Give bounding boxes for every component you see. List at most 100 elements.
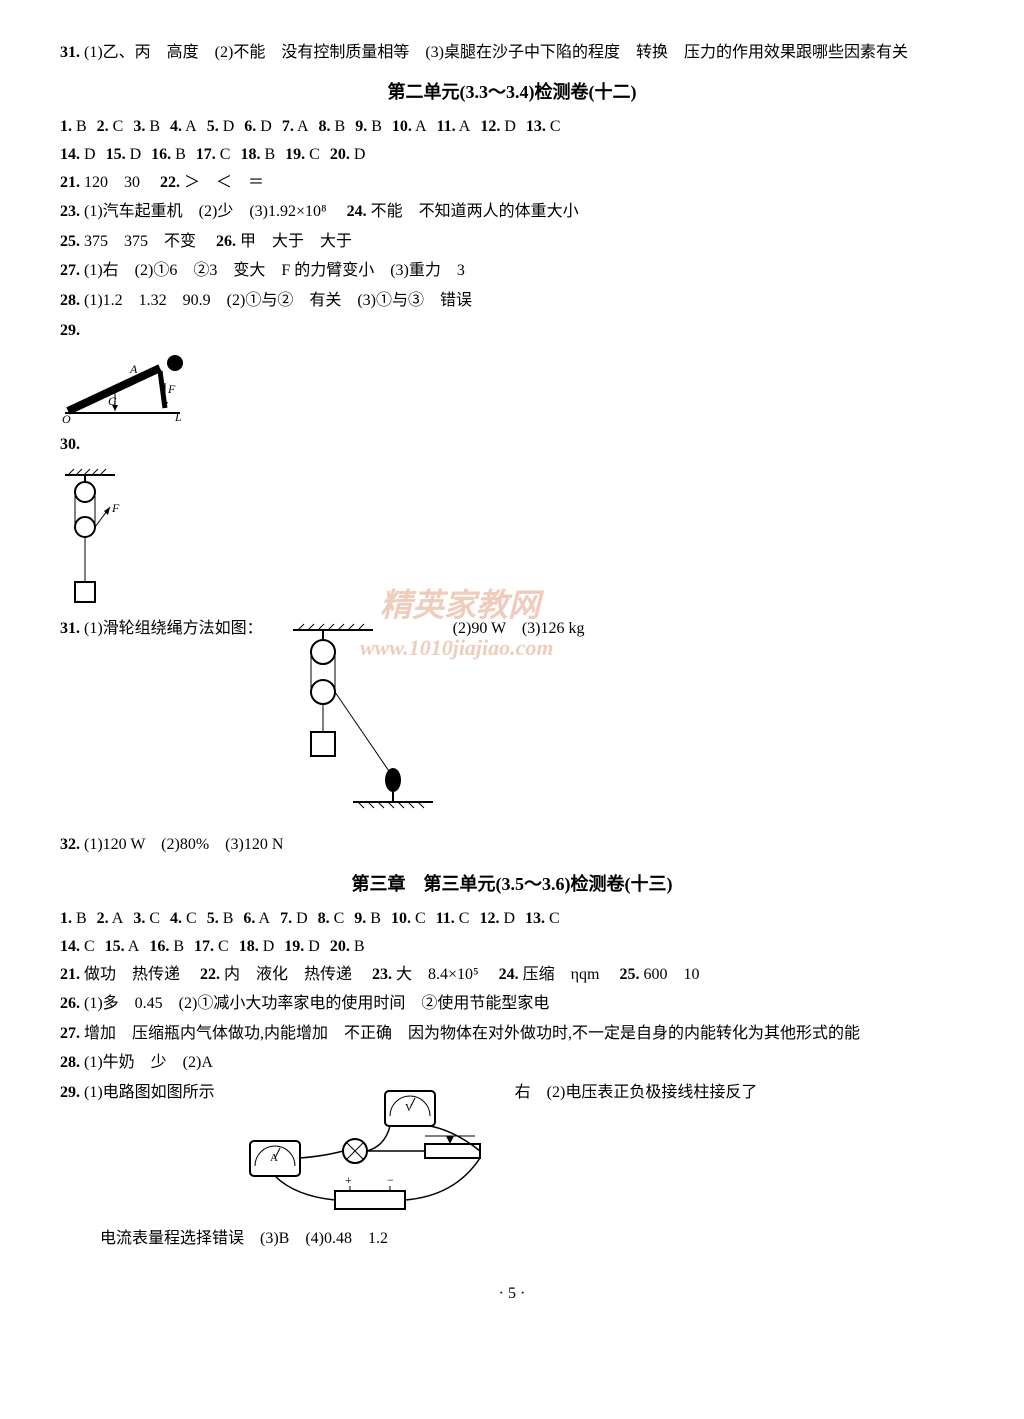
s12-mc-9n: 9. xyxy=(355,118,367,135)
s12-q22-num: 22. xyxy=(160,174,180,191)
s12-q30: 30. xyxy=(60,432,964,458)
s12-q31-before: (1)滑轮组绕绳方法如图： xyxy=(84,620,263,637)
s13-mc-3a: C xyxy=(149,910,160,927)
s13-mc-13a: C xyxy=(549,910,560,927)
s12-mc-18n: 18. xyxy=(240,146,260,163)
s12-q22-text: ＞ ＜ ＝ xyxy=(184,174,264,191)
s12-mc-17a: C xyxy=(220,146,231,163)
s13-q29-right: 右 (2)电压表正负极接线柱接反了 xyxy=(515,1084,758,1101)
s12-mc-13a: C xyxy=(550,118,561,135)
s13-mc-2a: A xyxy=(112,910,124,927)
s12-mc-8n: 8. xyxy=(319,118,331,135)
s12-q21-num: 21. xyxy=(60,174,80,191)
s13-q21-num: 21. xyxy=(60,966,80,983)
s13-mc-4n: 4. xyxy=(170,910,182,927)
s13-mc-3n: 3. xyxy=(133,910,145,927)
s12-q23-text: (1)汽车起重机 (2)少 (3)1.92×10⁸ xyxy=(84,203,343,220)
s12-q26-num: 26. xyxy=(216,233,236,250)
s13-mc-11a: C xyxy=(459,910,470,927)
s12-q26-text: 甲 大于 大于 xyxy=(240,233,352,250)
s13-mc-line1: 1. B 2. A 3. C 4. C 5. B 6. A 7. D 8. C … xyxy=(60,906,964,932)
circuit-diagram: V A + − xyxy=(225,1086,505,1216)
s12-mc-line1: 1. B 2. C 3. B 4. A 5. D 6. D 7. A 8. B … xyxy=(60,114,964,140)
s13-q22-num: 22. xyxy=(200,966,220,983)
s12-mc-9a: B xyxy=(371,118,382,135)
s13-mc-15a: A xyxy=(128,938,140,955)
s13-mc-17n: 17. xyxy=(194,938,214,955)
s13-mc-12n: 12. xyxy=(479,910,499,927)
s13-mc-1a: B xyxy=(76,910,87,927)
s13-mc-15n: 15. xyxy=(105,938,125,955)
s12-mc-8a: B xyxy=(335,118,346,135)
s12-mc-18a: B xyxy=(264,146,275,163)
s13-q25-num: 25. xyxy=(619,966,639,983)
s12-q28-num: 28. xyxy=(60,292,80,309)
s13-mc-10a: C xyxy=(415,910,426,927)
svg-text:G: G xyxy=(108,394,117,408)
s12-mc-7n: 7. xyxy=(282,118,294,135)
s12-mc-16a: B xyxy=(175,146,186,163)
s13-mc-10n: 10. xyxy=(391,910,411,927)
s12-q29-num: 29. xyxy=(60,322,80,339)
s13-q29-cont: 电流表量程选择错误 (3)B (4)0.48 1.2 xyxy=(60,1226,964,1252)
s12-q24-text: 不能 不知道两人的体重大小 xyxy=(371,203,579,220)
s13-mc-12a: D xyxy=(503,910,515,927)
s12-q28-text: (1)1.2 1.32 90.9 (2)①与② 有关 (3)①与③ 错误 xyxy=(84,292,472,309)
s13-mc-16a: B xyxy=(173,938,184,955)
s12-q21-22: 21. 120 30 22. ＞ ＜ ＝ xyxy=(60,170,964,196)
s13-q26-num: 26. xyxy=(60,995,80,1012)
s13-mc-18n: 18. xyxy=(239,938,259,955)
svg-text:−: − xyxy=(387,1173,394,1187)
svg-text:+: + xyxy=(345,1173,352,1187)
s12-mc-20a: D xyxy=(354,146,366,163)
section13-title: 第三章 第三单元(3.5～3.6)检测卷(十三) xyxy=(60,870,964,899)
s12-mc-2n: 2. xyxy=(97,118,109,135)
s12-mc-16n: 16. xyxy=(151,146,171,163)
s12-q27-text: (1)右 (2)①6 ②3 变大 F 的力臂变小 (3)重力 3 xyxy=(84,262,465,279)
q31-top-num: 31. xyxy=(60,44,80,61)
s13-mc-9a: B xyxy=(370,910,381,927)
s13-q29-num: 29. xyxy=(60,1084,80,1101)
s12-q24-num: 24. xyxy=(347,203,367,220)
svg-text:L: L xyxy=(174,410,182,423)
s13-q26: 26. (1)多 0.45 (2)①减小大功率家电的使用时间 ②使用节能型家电 xyxy=(60,991,964,1017)
s13-mc-6a: A xyxy=(259,910,271,927)
s13-mc-1n: 1. xyxy=(60,910,72,927)
s13-mc-7n: 7. xyxy=(280,910,292,927)
svg-text:O: O xyxy=(62,412,71,423)
s12-mc-15a: D xyxy=(130,146,142,163)
s13-mc-19n: 19. xyxy=(284,938,304,955)
s12-mc-12a: D xyxy=(504,118,516,135)
s12-mc-line2: 14. D 15. D 16. B 17. C 18. B 19. C 20. … xyxy=(60,142,964,168)
s13-mc-9n: 9. xyxy=(354,910,366,927)
page-number: · 5 · xyxy=(60,1281,964,1307)
svg-text:A: A xyxy=(129,362,138,376)
s13-mc-2n: 2. xyxy=(97,910,109,927)
s12-q23-num: 23. xyxy=(60,203,80,220)
s12-q32-text: (1)120 W (2)80% (3)120 N xyxy=(84,836,283,853)
s12-mc-4a: A xyxy=(185,118,197,135)
s12-mc-4n: 4. xyxy=(170,118,182,135)
s12-mc-12n: 12. xyxy=(480,118,500,135)
svg-text:F: F xyxy=(111,501,120,515)
s12-mc-3a: B xyxy=(149,118,160,135)
s12-mc-1n: 1. xyxy=(60,118,72,135)
s13-q28-text: (1)牛奶 少 (2)A xyxy=(84,1054,213,1071)
s12-q31: 31. (1)滑轮组绕绳方法如图： (2)90 W (3 xyxy=(60,616,964,828)
s12-mc-13n: 13. xyxy=(526,118,546,135)
s12-mc-14n: 14. xyxy=(60,146,80,163)
s13-mc-6n: 6. xyxy=(243,910,255,927)
s13-mc-20n: 20. xyxy=(330,938,350,955)
s12-mc-5a: D xyxy=(223,118,235,135)
s12-mc-3n: 3. xyxy=(133,118,145,135)
s13-q29-cont-text: 电流表量程选择错误 (3)B (4)0.48 1.2 xyxy=(100,1230,388,1247)
s12-q32-num: 32. xyxy=(60,836,80,853)
s12-mc-6a: D xyxy=(260,118,272,135)
page-content: 精英家教网 www.1010jiajiao.com 31. (1)乙、丙 高度 … xyxy=(60,40,964,1307)
s12-q25-text: 375 375 不变 xyxy=(84,233,212,250)
s13-mc-line2: 14. C 15. A 16. B 17. C 18. D 19. D 20. … xyxy=(60,934,964,960)
pulley-diagram-31 xyxy=(263,622,453,822)
pulley-diagram-30: F xyxy=(60,467,130,607)
s12-mc-7a: A xyxy=(297,118,309,135)
s12-mc-14a: D xyxy=(84,146,96,163)
